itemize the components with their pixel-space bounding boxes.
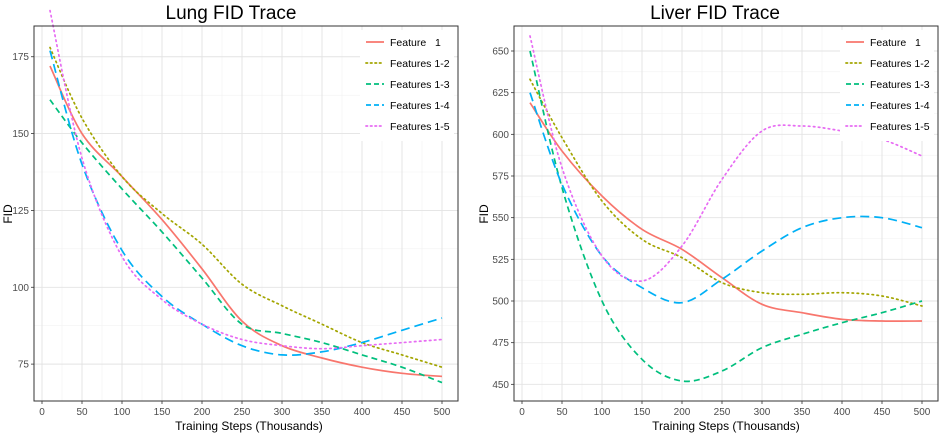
y-tick-label: 600 [492, 130, 509, 141]
legend: Feature 1 Features 1-2 Features 1-3 Feature… [360, 30, 454, 141]
legend-label: Features 1-4 [390, 100, 450, 112]
series-line-4 [529, 92, 923, 304]
series-line-2 [49, 46, 443, 369]
y-tick-label: 650 [492, 47, 509, 58]
y-tick-label: 550 [492, 213, 509, 224]
y-tick-label: 500 [492, 297, 509, 308]
legend-label: Features 1-2 [390, 58, 450, 70]
x-tick-label: 300 [754, 407, 771, 418]
legend-label: Features 1-3 [870, 79, 930, 91]
x-tick-label: 400 [354, 407, 371, 418]
y-tick-label: 100 [12, 283, 29, 294]
x-tick-label: 500 [434, 407, 451, 418]
y-tick-label: 475 [492, 338, 509, 349]
y-tick-label: 75 [18, 360, 30, 371]
legend-label: Features 1-3 [390, 79, 450, 91]
x-tick-label: 350 [314, 407, 331, 418]
y-tick-label: 150 [12, 129, 29, 140]
series-line-3 [529, 50, 923, 383]
x-tick-label: 400 [834, 407, 851, 418]
x-tick-label: 50 [76, 407, 88, 418]
x-tick-label: 250 [234, 407, 251, 418]
series-line-3 [49, 99, 443, 384]
series-line-5 [49, 9, 443, 350]
legend-label: Features 1-4 [870, 100, 930, 112]
y-tick-label: 125 [12, 206, 29, 217]
legend-background [360, 30, 454, 141]
legend-label: Feature 1 [390, 37, 441, 49]
x-tick-label: 450 [394, 407, 411, 418]
y-tick-label: 525 [492, 255, 509, 266]
x-tick-label: 100 [114, 407, 131, 418]
x-tick-label: 350 [794, 407, 811, 418]
y-axis-label: FID [1, 204, 15, 224]
plot-border [33, 25, 459, 402]
x-tick-label: 200 [674, 407, 691, 418]
y-axis-ticks: 450 475 500 525 550 575 600 625 650 [492, 47, 514, 391]
series-line-2 [529, 78, 923, 307]
chart-title: Lung FID Trace [166, 3, 297, 24]
legend-background [840, 30, 934, 141]
x-axis-label: Training Steps (Thousands) [175, 419, 323, 433]
x-tick-label: 200 [194, 407, 211, 418]
x-tick-label: 450 [874, 407, 891, 418]
y-tick-label: 625 [492, 88, 509, 99]
x-tick-label: 500 [914, 407, 931, 418]
y-tick-label: 575 [492, 172, 509, 183]
x-tick-label: 150 [154, 407, 171, 418]
series-lines [49, 9, 443, 384]
lung-fid-chart: Lung FID Trace Training Steps (Thousands… [1, 3, 459, 433]
x-tick-label: 100 [594, 407, 611, 418]
y-axis-label: FID [477, 204, 491, 224]
x-axis-label: Training Steps (Thousands) [652, 419, 800, 433]
legend-label: Feature 1 [870, 37, 921, 49]
x-tick-label: 250 [714, 407, 731, 418]
x-axis-ticks: 0 50 100 150 200 250 300 350 400 450 500 [519, 401, 931, 418]
x-tick-label: 50 [556, 407, 568, 418]
x-tick-label: 0 [39, 407, 45, 418]
x-tick-label: 300 [274, 407, 291, 418]
chart-title: Liver FID Trace [650, 3, 780, 24]
series-line-1 [49, 65, 443, 378]
legend: Feature 1 Features 1-2 Features 1-3 Feature… [840, 30, 934, 141]
series-line-4 [49, 50, 443, 356]
legend-label: Features 1-2 [870, 58, 930, 70]
legend-label: Features 1-5 [870, 121, 930, 133]
y-tick-label: 450 [492, 380, 509, 391]
y-tick-label: 175 [12, 52, 29, 63]
x-axis-ticks: 0 50 100 150 200 250 300 350 400 450 500 [39, 401, 451, 418]
x-tick-label: 150 [634, 407, 651, 418]
legend-label: Features 1-5 [390, 121, 450, 133]
plot-border [513, 25, 939, 402]
x-tick-label: 0 [519, 407, 525, 418]
y-axis-ticks: 75 100 125 150 175 [12, 52, 34, 371]
liver-fid-chart: Liver FID Trace Training Steps (Thousand… [477, 3, 939, 433]
